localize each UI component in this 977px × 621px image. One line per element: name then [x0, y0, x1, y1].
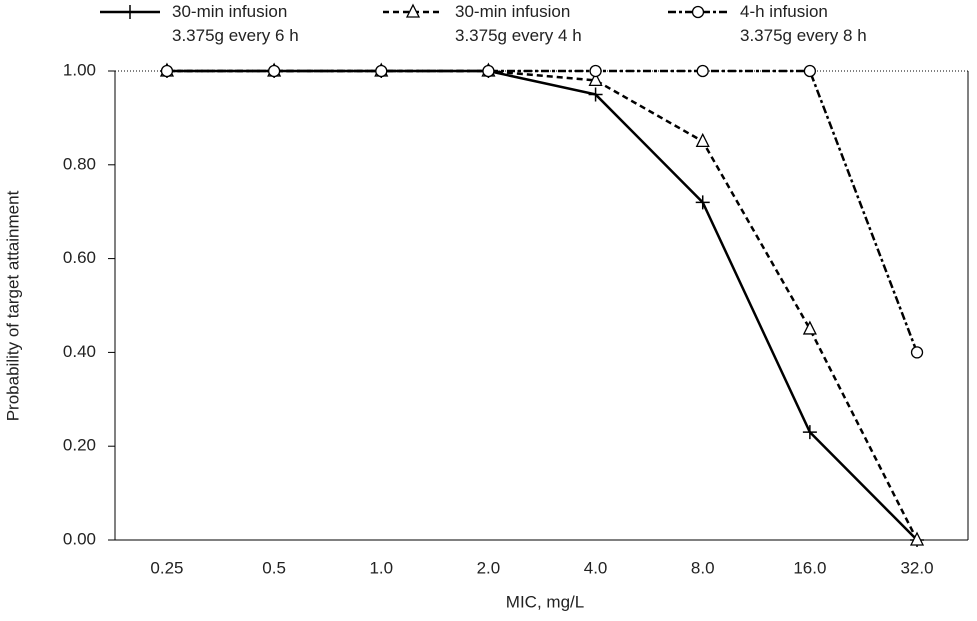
y-tick-label: 0.60 — [63, 248, 96, 267]
marker-plus — [695, 195, 710, 210]
marker-plus — [123, 5, 137, 19]
marker-plus — [802, 425, 817, 440]
marker-triangle — [405, 3, 421, 18]
x-axis-label: MIC, mg/L — [506, 592, 584, 611]
x-tick-label: 32.0 — [900, 558, 933, 577]
marker-triangle — [909, 531, 925, 546]
marker-triangle — [695, 132, 710, 147]
x-tick-label: 2.0 — [477, 558, 501, 577]
series-line — [166, 69, 918, 541]
marker-plus — [588, 87, 603, 102]
marker-circle — [375, 64, 388, 78]
marker-circle — [160, 64, 174, 78]
marker-circle — [482, 64, 495, 78]
y-tick-label: 1.00 — [63, 60, 96, 79]
marker-circle — [803, 64, 817, 78]
y-tick-label: 0.80 — [63, 154, 96, 173]
x-tick-label: 0.5 — [262, 558, 286, 577]
x-tick-label: 4.0 — [584, 558, 608, 577]
x-tick-label: 8.0 — [691, 558, 715, 577]
y-axis-label: Probability of target attainment — [3, 190, 22, 421]
marker-circle — [696, 64, 709, 78]
series-line — [166, 69, 919, 541]
y-tick-label: 0.40 — [63, 342, 96, 361]
marker-circle — [267, 64, 281, 78]
marker-triangle — [588, 71, 603, 87]
marker-triangle — [802, 320, 817, 335]
x-tick-label: 1.0 — [369, 558, 393, 577]
series-line — [166, 69, 919, 353]
legend-label: 30-min infusion 3.375g every 4 h — [455, 2, 582, 45]
legend-label: 30-min infusion 3.375g every 6 h — [172, 2, 299, 45]
y-tick-label: 0.20 — [63, 436, 96, 455]
legend-label: 4-h infusion 3.375g every 8 h — [740, 2, 867, 45]
y-tick-label: 0.00 — [63, 529, 96, 548]
x-tick-label: 16.0 — [793, 558, 826, 577]
marker-circle — [691, 5, 705, 19]
x-tick-label: 0.25 — [150, 558, 183, 577]
marker-circle — [589, 64, 602, 78]
marker-circle — [910, 346, 924, 359]
